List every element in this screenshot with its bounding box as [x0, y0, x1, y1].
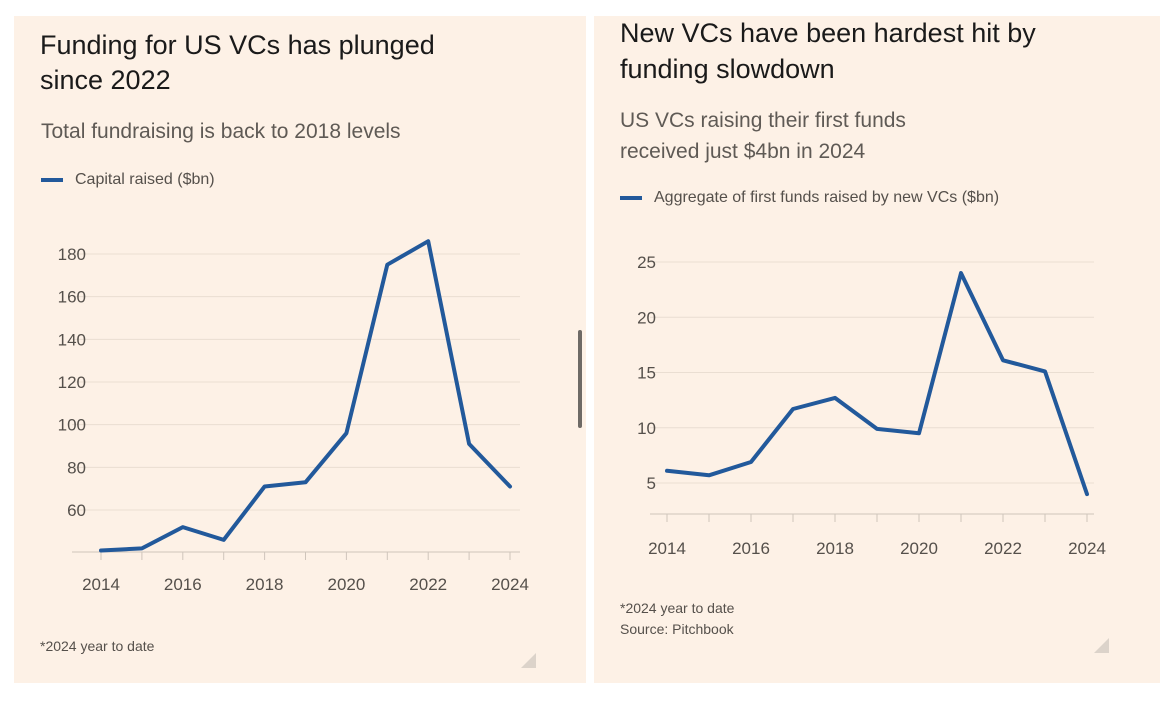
chart-footnote: *2024 year to date: [40, 638, 155, 654]
chart-title-line2: funding slowdown: [620, 54, 835, 84]
chart-subtitle: Total fundraising is back to 2018 levels: [41, 120, 401, 143]
panel-divider-handle[interactable]: [578, 330, 582, 428]
y-tick-label: 5: [647, 474, 656, 493]
line-chart-capital-raised: 60 80 100 120 140 160 180 2014 2016 2018 2020 2022 2…: [58, 239, 529, 594]
y-tick-label: 160: [58, 288, 86, 307]
series-line: [99, 239, 512, 553]
x-tick-label: 2020: [327, 575, 365, 594]
y-tick-label: 180: [58, 245, 86, 264]
y-tick-label: 10: [637, 419, 656, 438]
legend-label: Capital raised ($bn): [75, 171, 215, 188]
chart-subtitle-line1: US VCs raising their first funds: [620, 109, 906, 132]
x-tick-label: 2024: [491, 575, 529, 594]
y-tick-label: 80: [67, 458, 86, 477]
x-tick-label: 2014: [648, 539, 686, 558]
chart-panel-first-funds: New VCs have been hardest hit by funding…: [594, 16, 1160, 683]
series-line: [665, 271, 1089, 497]
chart-title-line2: since 2022: [40, 65, 171, 95]
resize-corner-icon: [521, 653, 536, 668]
chart-legend: Aggregate of first funds raised by new V…: [620, 189, 999, 207]
legend-swatch: [41, 178, 63, 182]
line-chart-first-funds: 5 10 15 20 25 2014 2016 2018 2020 2022 2024: [637, 253, 1106, 558]
y-tick-label: 15: [637, 364, 656, 383]
chart-legend: Capital raised ($bn): [41, 171, 215, 189]
x-tick-label: 2020: [900, 539, 938, 558]
y-tick-label: 140: [58, 330, 86, 349]
y-tick-label: 120: [58, 373, 86, 392]
resize-corner-icon: [1094, 638, 1109, 653]
chart-panel-fundraising: Funding for US VCs has plunged since 202…: [14, 16, 586, 683]
x-tick-label: 2018: [246, 575, 284, 594]
chart-subtitle-line2: received just $4bn in 2024: [620, 140, 866, 163]
x-tick-label: 2014: [82, 575, 120, 594]
legend-swatch: [620, 196, 642, 200]
y-tick-label: 20: [637, 308, 656, 327]
x-tick-label: 2022: [409, 575, 447, 594]
x-tick-label: 2022: [984, 539, 1022, 558]
chart-title-line1: New VCs have been hardest hit by: [620, 18, 1036, 48]
legend-label: Aggregate of first funds raised by new V…: [654, 189, 1000, 206]
chart-source: Source: Pitchbook: [620, 621, 734, 637]
x-tick-label: 2018: [816, 539, 854, 558]
x-tick-label: 2024: [1068, 539, 1106, 558]
x-tick-label: 2016: [732, 539, 770, 558]
y-tick-label: 100: [58, 416, 86, 435]
chart-title-line1: Funding for US VCs has plunged: [40, 30, 435, 60]
y-tick-label: 60: [67, 501, 86, 520]
x-tick-label: 2016: [164, 575, 202, 594]
y-tick-label: 25: [637, 253, 656, 272]
chart-footnote: *2024 year to date: [620, 600, 735, 616]
